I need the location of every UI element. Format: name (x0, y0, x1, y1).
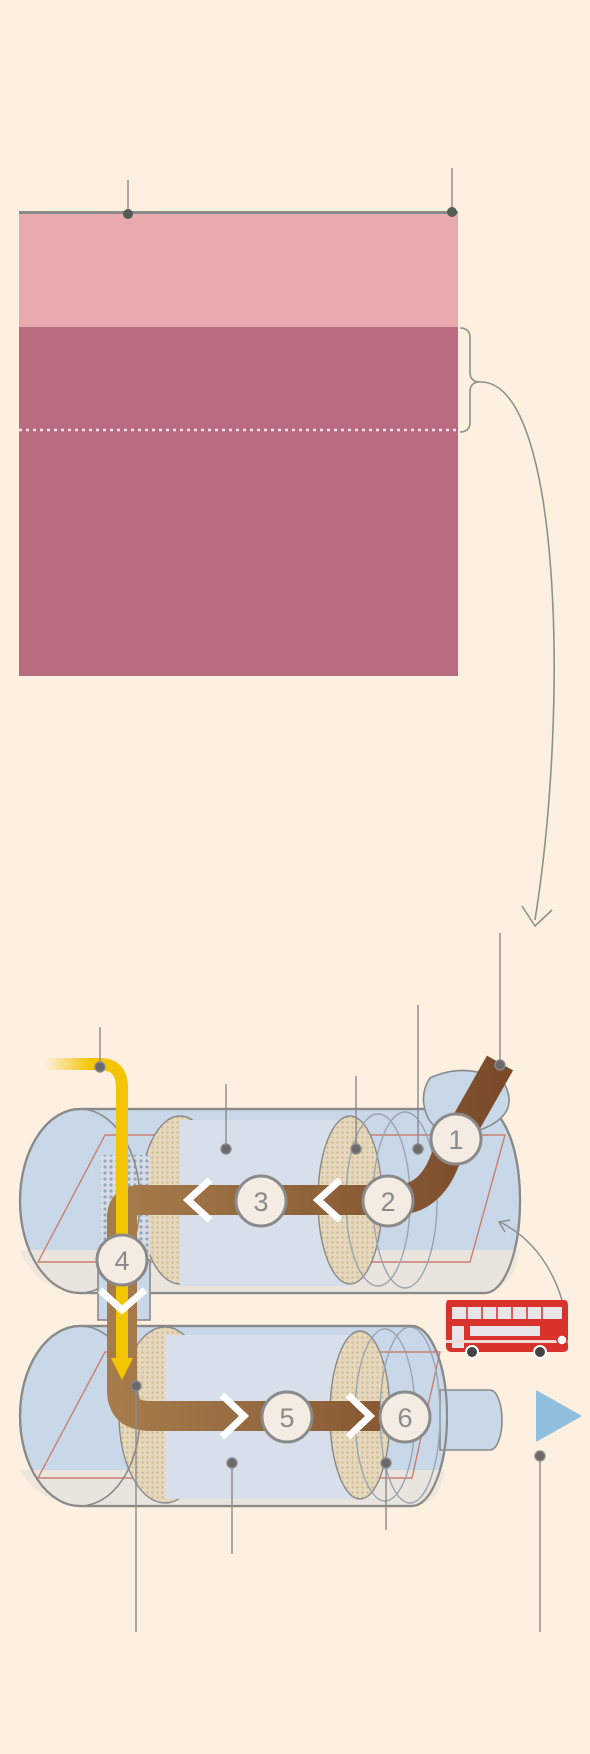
lower-canister (18, 1259, 503, 1508)
pointer-mixer-dot (130, 1380, 142, 1392)
pointer-dpf-dot (350, 1143, 362, 1155)
exhaust-outlet-arrowhead (536, 1390, 582, 1442)
pointer-urea-dot (94, 1061, 106, 1073)
chevron-down-1 (97, 1287, 148, 1315)
pointer-outlet-dot (534, 1450, 546, 1462)
bus-pointer-curve (499, 1221, 563, 1301)
bus-stripe (446, 1340, 568, 1343)
step-6-label: 6 (397, 1403, 412, 1433)
bus-pointer-arrowhead (497, 1219, 511, 1233)
bus-wheel-front (465, 1345, 479, 1359)
bracket-connector (459, 327, 555, 928)
urea-arrowhead (111, 1358, 133, 1380)
step-1: 1 (429, 1112, 483, 1166)
bus-door (452, 1326, 464, 1348)
band-top-line (19, 211, 458, 214)
pointer-dot-left (123, 209, 133, 219)
step-1-label: 1 (448, 1125, 463, 1155)
band-upper (19, 214, 458, 327)
chevron-right-1 (219, 1392, 250, 1440)
pointer-doc-dot (220, 1143, 232, 1155)
callout-pointers (94, 933, 546, 1632)
step-4: 4 (95, 1233, 149, 1287)
step-6: 6 (378, 1390, 432, 1444)
pointer-upper-shell-dot (412, 1143, 424, 1155)
band-lower (19, 327, 458, 676)
bus-icon (446, 1300, 568, 1359)
step-5: 5 (260, 1390, 314, 1444)
step-5-label: 5 (279, 1403, 294, 1433)
step-markers: 1 2 3 4 5 6 (95, 1112, 483, 1444)
pointer-dot-right (447, 207, 457, 217)
step-2-label: 2 (380, 1187, 395, 1217)
pointer-scr-dot (226, 1457, 238, 1469)
connector-curve (479, 381, 555, 921)
bus-upper-windows (452, 1307, 562, 1319)
step-3-label: 3 (253, 1187, 268, 1217)
pointer-asc-dot (380, 1457, 392, 1469)
flow-chevrons (97, 1177, 376, 1440)
bus-lower-windows (470, 1326, 540, 1336)
step-2: 2 (361, 1174, 415, 1228)
bus-upper-window-bars (466, 1307, 543, 1319)
chevron-left-2 (312, 1177, 343, 1223)
bus-badge (556, 1334, 568, 1346)
upper-canister-frame (36, 1134, 506, 1263)
chevron-left-1 (182, 1177, 213, 1223)
band-chart (19, 168, 458, 676)
step-3: 3 (234, 1174, 288, 1228)
bracket (459, 327, 481, 433)
connector-arrowhead (521, 905, 553, 928)
step-4-label: 4 (114, 1246, 129, 1276)
bus-wheel-rear (533, 1345, 547, 1359)
chevron-right-2 (345, 1392, 376, 1440)
pointer-inlet-dot (494, 1059, 506, 1071)
